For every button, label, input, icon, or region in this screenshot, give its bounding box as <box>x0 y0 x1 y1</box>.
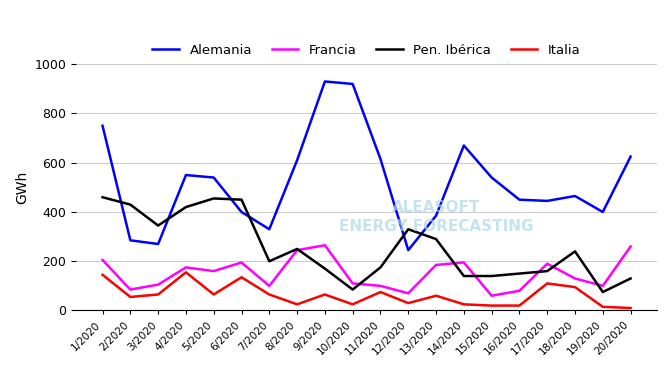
Alemania <box>293 158 301 163</box>
Line: Pen. Ibérica: Pen. Ibérica <box>103 197 630 292</box>
Italia <box>488 303 496 308</box>
Alemania <box>543 199 551 203</box>
Italia <box>543 281 551 286</box>
Y-axis label: GWh: GWh <box>15 171 29 204</box>
Francia <box>599 283 607 288</box>
Francia <box>515 289 523 293</box>
Line: Francia: Francia <box>103 245 630 296</box>
Pen. Ibérica <box>599 290 607 294</box>
Francia <box>543 262 551 266</box>
Alemania <box>126 238 134 243</box>
Alemania <box>99 124 107 128</box>
Italia <box>99 273 107 277</box>
Francia <box>321 243 329 247</box>
Alemania <box>405 248 413 252</box>
Pen. Ibérica <box>405 227 413 231</box>
Pen. Ibérica <box>488 274 496 278</box>
Francia <box>182 265 190 270</box>
Francia <box>488 294 496 298</box>
Pen. Ibérica <box>460 274 468 278</box>
Alemania <box>210 175 218 180</box>
Legend: Alemania, Francia, Pen. Ibérica, Italia: Alemania, Francia, Pen. Ibérica, Italia <box>147 39 586 62</box>
Italia <box>405 301 413 305</box>
Italia <box>599 305 607 309</box>
Italia <box>626 306 634 310</box>
Alemania <box>182 173 190 177</box>
Italia <box>376 290 384 294</box>
Francia <box>210 269 218 273</box>
Text: ALEASOFT
ENERGY FORECASTING: ALEASOFT ENERGY FORECASTING <box>339 199 534 234</box>
Italia <box>460 302 468 307</box>
Italia <box>432 294 440 298</box>
Francia <box>126 287 134 292</box>
Francia <box>293 248 301 252</box>
Alemania <box>237 210 245 214</box>
Pen. Ibérica <box>237 198 245 202</box>
Italia <box>182 270 190 275</box>
Pen. Ibérica <box>321 266 329 271</box>
Francia <box>99 258 107 262</box>
Italia <box>237 275 245 279</box>
Francia <box>154 282 162 287</box>
Alemania <box>321 79 329 84</box>
Francia <box>432 263 440 267</box>
Alemania <box>626 154 634 159</box>
Alemania <box>515 198 523 202</box>
Alemania <box>349 82 357 86</box>
Pen. Ibérica <box>293 247 301 251</box>
Pen. Ibérica <box>571 249 579 254</box>
Pen. Ibérica <box>543 269 551 273</box>
Pen. Ibérica <box>626 276 634 281</box>
Francia <box>626 244 634 249</box>
Italia <box>515 303 523 308</box>
Pen. Ibérica <box>210 196 218 201</box>
Francia <box>405 291 413 295</box>
Italia <box>349 302 357 307</box>
Italia <box>210 292 218 297</box>
Italia <box>293 302 301 307</box>
Italia <box>321 292 329 297</box>
Alemania <box>432 214 440 218</box>
Pen. Ibérica <box>154 223 162 228</box>
Italia <box>265 292 274 297</box>
Pen. Ibérica <box>376 265 384 270</box>
Line: Italia: Italia <box>103 272 630 308</box>
Francia <box>237 260 245 265</box>
Italia <box>571 285 579 289</box>
Pen. Ibérica <box>432 237 440 241</box>
Alemania <box>488 175 496 180</box>
Alemania <box>460 143 468 148</box>
Alemania <box>265 227 274 231</box>
Pen. Ibérica <box>99 195 107 199</box>
Alemania <box>599 210 607 214</box>
Francia <box>460 260 468 265</box>
Francia <box>265 283 274 288</box>
Italia <box>154 292 162 297</box>
Pen. Ibérica <box>265 259 274 263</box>
Line: Alemania: Alemania <box>103 81 630 250</box>
Alemania <box>154 242 162 246</box>
Pen. Ibérica <box>349 287 357 292</box>
Alemania <box>571 194 579 198</box>
Francia <box>349 281 357 286</box>
Pen. Ibérica <box>126 202 134 207</box>
Pen. Ibérica <box>182 205 190 209</box>
Alemania <box>376 157 384 161</box>
Francia <box>376 283 384 288</box>
Pen. Ibérica <box>515 271 523 276</box>
Italia <box>126 295 134 299</box>
Francia <box>571 276 579 281</box>
